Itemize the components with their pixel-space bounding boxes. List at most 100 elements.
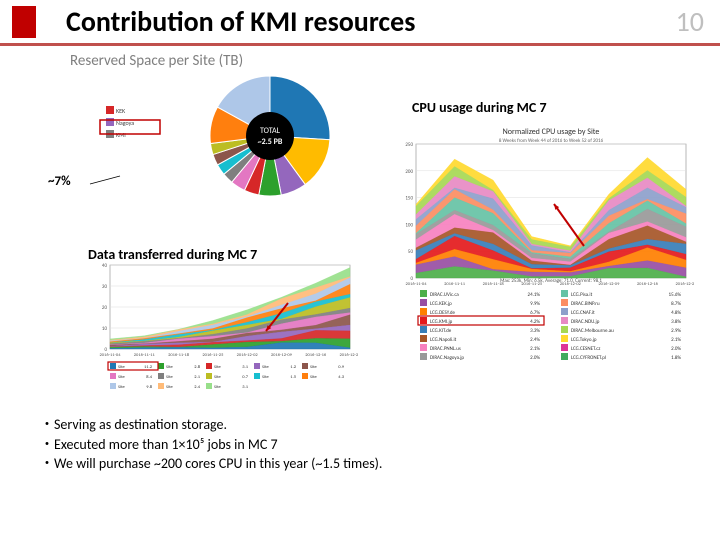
svg-text:1.2: 1.2 [290, 365, 296, 370]
svg-text:40: 40 [102, 263, 108, 269]
svg-text:2016-12-23: 2016-12-23 [339, 353, 358, 358]
svg-text:3.3%: 3.3% [530, 328, 540, 334]
svg-text:Site: Site [118, 385, 126, 390]
svg-text:LCG.CYFRONET.pl: LCG.CYFRONET.pl [571, 355, 606, 361]
svg-text:Site: Site [166, 365, 174, 370]
svg-text:Site: Site [214, 365, 222, 370]
svg-text:2016-12-02: 2016-12-02 [237, 353, 259, 358]
svg-text:2.1: 2.1 [194, 375, 200, 380]
svg-text:Site: Site [310, 365, 318, 370]
svg-text:2016-12-16: 2016-12-16 [305, 353, 327, 358]
svg-text:4.2%: 4.2% [530, 319, 540, 325]
svg-text:LCG.Pisa.it: LCG.Pisa.it [571, 292, 593, 298]
data-transfer-chart: 0102030402016-11-042016-11-112016-11-182… [88, 261, 358, 431]
pie-annotation: ~7% [48, 174, 71, 189]
svg-text:9.8: 9.8 [146, 385, 152, 390]
svg-text:2016-11-04: 2016-11-04 [99, 353, 121, 358]
svg-text:LCG.DESY.de: LCG.DESY.de [430, 310, 456, 316]
svg-text:Site: Site [118, 375, 126, 380]
svg-text:150: 150 [405, 196, 413, 202]
svg-text:DIRAC.Melbourne.au: DIRAC.Melbourne.au [571, 328, 614, 334]
svg-text:2.8: 2.8 [194, 365, 200, 370]
svg-text:KMI: KMI [116, 131, 126, 139]
svg-text:2.0%: 2.0% [671, 346, 681, 352]
bullet-3: We will purchase ~200 cores CPU in this … [54, 454, 382, 474]
svg-text:LCG.CNAF.it: LCG.CNAF.it [571, 310, 595, 316]
svg-text:2.4: 2.4 [194, 385, 200, 390]
svg-text:3.1: 3.1 [242, 365, 248, 370]
svg-text:100: 100 [405, 222, 413, 228]
cpu-usage-label: CPU usage during MC 7 [408, 98, 551, 117]
svg-text:2016-12-23: 2016-12-23 [675, 282, 694, 287]
svg-text:6.7%: 6.7% [530, 310, 540, 316]
svg-text:20: 20 [102, 305, 108, 311]
svg-text:~2.5 PB: ~2.5 PB [258, 137, 283, 147]
svg-text:Site: Site [262, 375, 270, 380]
svg-text:LCG.CESNET.cz: LCG.CESNET.cz [571, 346, 600, 352]
svg-text:10: 10 [102, 326, 108, 332]
svg-text:3.1: 3.1 [242, 385, 248, 390]
svg-text:30: 30 [102, 284, 108, 290]
svg-text:Site: Site [166, 375, 174, 380]
content-area: Reserved Space per Site (TB) TOTAL~2.5 P… [0, 46, 720, 486]
svg-text:Normalized CPU usage by Site: Normalized CPU usage by Site [503, 127, 600, 137]
svg-text:8.4: 8.4 [146, 375, 152, 380]
svg-text:Max: 253k, Min: 6.5k, Average:: Max: 253k, Min: 6.5k, Average: 71.0, Cur… [500, 278, 602, 284]
bullet-list: ・Serving as destination storage. ・Execut… [40, 415, 382, 474]
svg-text:11.2: 11.2 [144, 365, 153, 370]
svg-text:15.6%: 15.6% [669, 292, 682, 298]
svg-text:LCG.KIT.de: LCG.KIT.de [430, 328, 452, 334]
svg-text:2.1%: 2.1% [671, 337, 681, 343]
page-number: 10 [676, 4, 704, 39]
svg-text:LCG.Napoli.it: LCG.Napoli.it [430, 337, 457, 343]
slide-header: Contribution of KMI resources 10 [0, 0, 720, 46]
svg-text:DIRAC.BINP.ru: DIRAC.BINP.ru [571, 301, 600, 307]
svg-text:24.1%: 24.1% [528, 292, 541, 298]
svg-text:Site: Site [262, 365, 270, 370]
svg-text:2016-11-18: 2016-11-18 [168, 353, 190, 358]
svg-text:2016-11-11: 2016-11-11 [134, 353, 156, 358]
svg-text:4.3: 4.3 [338, 375, 344, 380]
svg-text:1.5: 1.5 [290, 375, 296, 380]
accent-box [12, 6, 36, 38]
svg-text:2.0%: 2.0% [530, 355, 540, 361]
svg-text:DIRAC.PNNL.us: DIRAC.PNNL.us [430, 346, 461, 352]
svg-text:2016-11-11: 2016-11-11 [444, 282, 466, 287]
svg-text:Site: Site [118, 365, 126, 370]
svg-text:9.9%: 9.9% [530, 301, 540, 307]
svg-text:DIRAC.UVic.ca: DIRAC.UVic.ca [430, 292, 459, 298]
svg-text:0.7: 0.7 [242, 375, 248, 380]
bullet-1: Serving as destination storage. [54, 415, 227, 435]
svg-text:2016-12-16: 2016-12-16 [637, 282, 659, 287]
svg-text:3.8%: 3.8% [671, 319, 681, 325]
svg-text:LCG.Tokyo.jp: LCG.Tokyo.jp [571, 337, 597, 343]
svg-text:2016-12-09: 2016-12-09 [271, 353, 293, 358]
svg-text:0.9: 0.9 [338, 365, 344, 370]
svg-text:KEK: KEK [116, 107, 126, 115]
svg-text:250: 250 [405, 142, 413, 148]
pie-chart: TOTAL~2.5 PBKEKNagoyaKMI [60, 66, 360, 206]
svg-text:8 Weeks from Week 44 of 2016 t: 8 Weeks from Week 44 of 2016 to Week 52 … [499, 138, 604, 144]
svg-text:2016-11-04: 2016-11-04 [405, 282, 427, 287]
svg-text:2.9%: 2.9% [671, 328, 681, 334]
cpu-usage-chart: 0501001502002502016-11-042016-11-112016-… [394, 126, 694, 406]
svg-text:4.8%: 4.8% [671, 310, 681, 316]
svg-text:50: 50 [408, 249, 414, 255]
svg-text:DIRAC.Nagoya.jp: DIRAC.Nagoya.jp [430, 355, 464, 361]
svg-text:Site: Site [214, 385, 222, 390]
bullet-2: Executed more than 1×10⁵ jobs in MC 7 [54, 435, 278, 455]
svg-text:2.1%: 2.1% [530, 346, 540, 352]
svg-text:DIRAC.NDU.jp: DIRAC.NDU.jp [571, 319, 600, 325]
svg-text:2016-11-25: 2016-11-25 [202, 353, 224, 358]
svg-text:TOTAL: TOTAL [260, 126, 281, 136]
svg-text:Site: Site [310, 375, 318, 380]
svg-text:2.4%: 2.4% [530, 337, 540, 343]
svg-text:LCG.KMI.jp: LCG.KMI.jp [430, 319, 453, 325]
svg-text:1.8%: 1.8% [671, 355, 681, 361]
slide-title: Contribution of KMI resources [66, 4, 676, 39]
svg-text:Site: Site [166, 385, 174, 390]
svg-text:LCG.KEK.jp: LCG.KEK.jp [430, 301, 452, 307]
svg-text:Site: Site [214, 375, 222, 380]
svg-text:8.7%: 8.7% [671, 301, 681, 307]
svg-text:200: 200 [405, 169, 413, 175]
